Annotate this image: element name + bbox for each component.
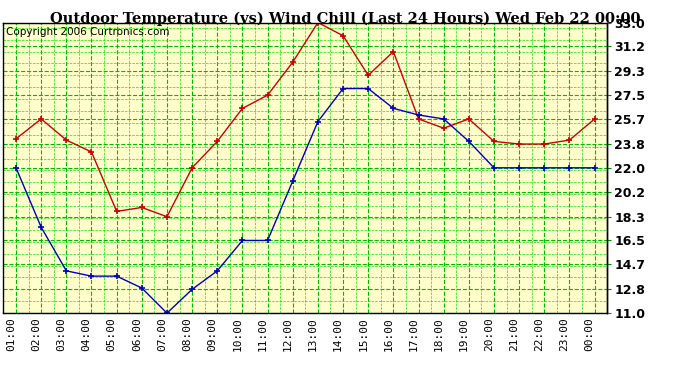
- Text: 16:00: 16:00: [384, 317, 393, 351]
- Text: 03:00: 03:00: [57, 317, 66, 351]
- Text: 21:00: 21:00: [509, 317, 519, 351]
- Text: 08:00: 08:00: [182, 317, 192, 351]
- Text: 14:00: 14:00: [333, 317, 343, 351]
- Text: 10:00: 10:00: [233, 317, 242, 351]
- Text: 22:00: 22:00: [534, 317, 544, 351]
- Text: 06:00: 06:00: [132, 317, 142, 351]
- Text: 19:00: 19:00: [459, 317, 469, 351]
- Text: 11:00: 11:00: [257, 317, 268, 351]
- Text: 17:00: 17:00: [408, 317, 419, 351]
- Text: 13:00: 13:00: [308, 317, 318, 351]
- Text: 09:00: 09:00: [207, 317, 217, 351]
- Text: 07:00: 07:00: [157, 317, 167, 351]
- Text: 01:00: 01:00: [6, 317, 16, 351]
- Text: 00:00: 00:00: [584, 317, 595, 351]
- Text: 02:00: 02:00: [31, 317, 41, 351]
- Text: 23:00: 23:00: [560, 317, 569, 351]
- Text: Copyright 2006 Curtronics.com: Copyright 2006 Curtronics.com: [6, 27, 170, 37]
- Text: 15:00: 15:00: [358, 317, 368, 351]
- Text: Outdoor Temperature (vs) Wind Chill (Last 24 Hours) Wed Feb 22 00:00: Outdoor Temperature (vs) Wind Chill (Las…: [50, 11, 640, 26]
- Text: 04:00: 04:00: [81, 317, 92, 351]
- Text: 05:00: 05:00: [107, 317, 117, 351]
- Text: 12:00: 12:00: [283, 317, 293, 351]
- Text: 20:00: 20:00: [484, 317, 494, 351]
- Text: 18:00: 18:00: [434, 317, 444, 351]
